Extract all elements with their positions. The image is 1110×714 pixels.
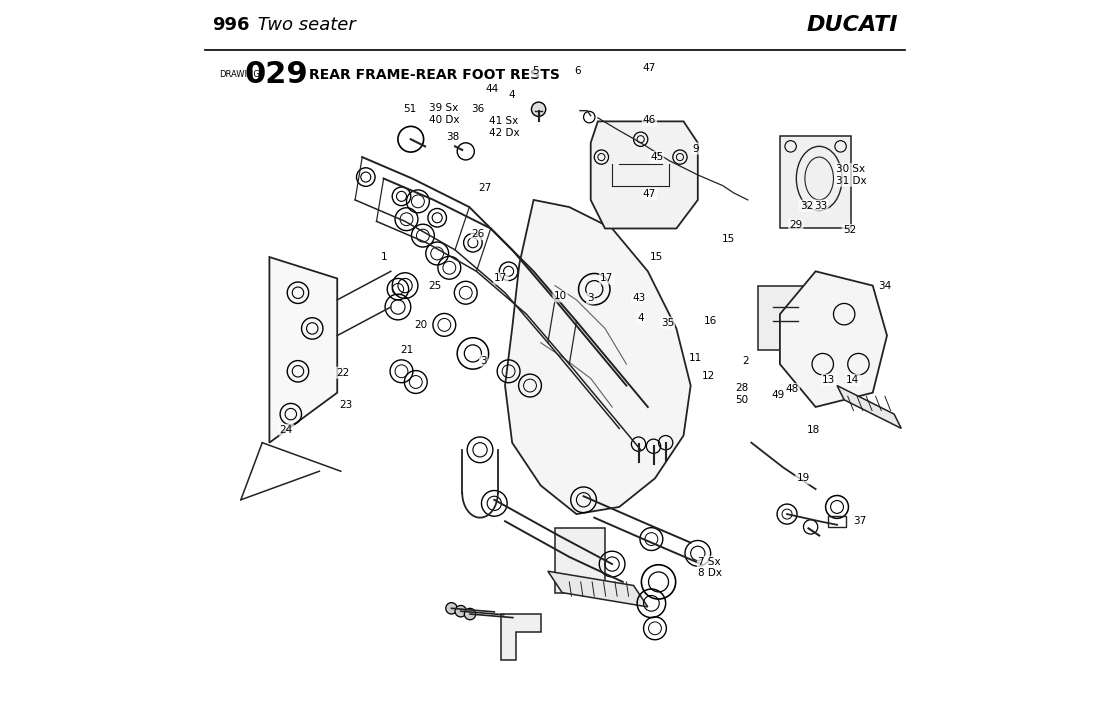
Text: 11: 11 — [689, 353, 703, 363]
Text: 49: 49 — [771, 390, 785, 400]
Text: 16: 16 — [704, 316, 717, 326]
Text: 7 Sx
8 Dx: 7 Sx 8 Dx — [698, 557, 722, 578]
Text: 15: 15 — [722, 234, 735, 244]
Polygon shape — [758, 286, 813, 350]
Polygon shape — [505, 200, 690, 514]
Text: 18: 18 — [807, 425, 820, 435]
Polygon shape — [270, 257, 337, 443]
Polygon shape — [591, 121, 698, 228]
Text: 23: 23 — [340, 400, 353, 410]
Text: 48: 48 — [786, 384, 799, 394]
Polygon shape — [780, 271, 887, 407]
Text: 44: 44 — [486, 84, 500, 94]
Text: 26: 26 — [472, 229, 485, 239]
Text: 30 Sx
31 Dx: 30 Sx 31 Dx — [836, 164, 866, 186]
Polygon shape — [548, 571, 648, 607]
Text: 4: 4 — [637, 313, 644, 323]
Text: 41 Sx
42 Dx: 41 Sx 42 Dx — [490, 116, 519, 138]
Text: REAR FRAME-REAR FOOT RESTS: REAR FRAME-REAR FOOT RESTS — [309, 68, 559, 82]
Text: 14: 14 — [846, 375, 859, 385]
Text: 21: 21 — [400, 345, 413, 355]
Text: 45: 45 — [650, 152, 663, 162]
Text: 35: 35 — [660, 318, 674, 328]
Text: 38: 38 — [446, 132, 460, 142]
Polygon shape — [837, 386, 901, 428]
Circle shape — [446, 603, 457, 614]
Text: 36: 36 — [472, 104, 485, 114]
Text: 20: 20 — [414, 320, 427, 330]
Text: 46: 46 — [643, 115, 656, 125]
Text: 17: 17 — [601, 273, 613, 283]
Text: 47: 47 — [643, 63, 656, 73]
Text: 51: 51 — [404, 104, 417, 114]
Text: 4: 4 — [508, 90, 515, 100]
Text: DUCATI: DUCATI — [806, 15, 898, 35]
Text: 29: 29 — [789, 220, 803, 230]
Text: 5: 5 — [533, 66, 539, 76]
Text: 17: 17 — [494, 273, 507, 283]
Text: DRAWING: DRAWING — [220, 71, 260, 79]
Text: 47: 47 — [643, 189, 656, 199]
Text: 43: 43 — [632, 293, 645, 303]
Text: 24: 24 — [280, 425, 293, 435]
Text: 52: 52 — [842, 225, 856, 235]
Text: Two seater: Two seater — [252, 16, 355, 34]
Text: 9: 9 — [693, 144, 698, 154]
Circle shape — [455, 605, 466, 617]
Text: 10: 10 — [554, 291, 567, 301]
Text: 32: 32 — [800, 201, 814, 211]
Text: 1: 1 — [381, 252, 387, 262]
Text: 33: 33 — [814, 201, 827, 211]
Text: 37: 37 — [854, 516, 867, 526]
Text: 22: 22 — [336, 368, 349, 378]
Text: 15: 15 — [650, 252, 663, 262]
Circle shape — [464, 608, 476, 620]
Text: 2: 2 — [743, 356, 748, 366]
Text: 25: 25 — [428, 281, 442, 291]
Text: 28
50: 28 50 — [736, 383, 749, 405]
Text: 39 Sx
40 Dx: 39 Sx 40 Dx — [428, 104, 460, 125]
Bar — [828, 516, 846, 527]
Text: 3: 3 — [587, 293, 594, 303]
Text: 12: 12 — [703, 371, 715, 381]
Polygon shape — [502, 614, 541, 660]
Text: 13: 13 — [823, 375, 836, 385]
Text: 3: 3 — [480, 356, 486, 366]
Text: 996: 996 — [212, 16, 250, 34]
Text: 34: 34 — [878, 281, 891, 291]
Text: 6: 6 — [575, 66, 582, 76]
Text: 27: 27 — [478, 183, 492, 193]
Polygon shape — [780, 136, 851, 228]
Polygon shape — [555, 528, 605, 593]
Text: 19: 19 — [796, 473, 809, 483]
Text: 029: 029 — [244, 61, 309, 89]
Circle shape — [532, 102, 546, 116]
